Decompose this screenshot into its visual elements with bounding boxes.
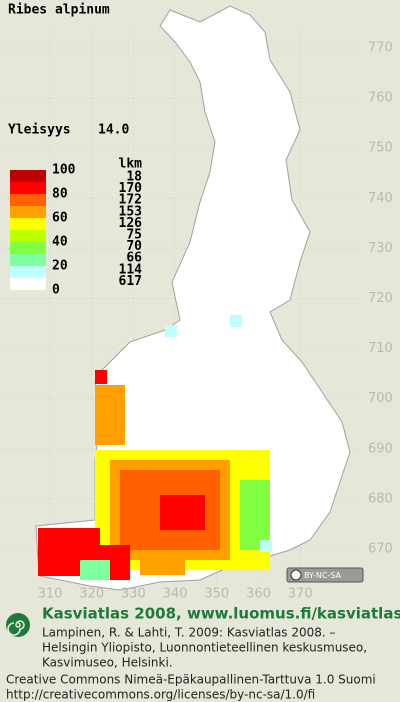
distribution-cells bbox=[38, 315, 272, 580]
legend-count: 170 bbox=[119, 181, 143, 196]
easting-label: 350 bbox=[204, 587, 229, 602]
count-header: lkm bbox=[119, 157, 143, 172]
legend-count: 172 bbox=[119, 193, 142, 208]
citation-line: Lampinen, R. & Lahti, T. 2009: Kasviatla… bbox=[42, 626, 336, 640]
cells bbox=[95, 370, 107, 384]
easting-label: 330 bbox=[121, 587, 146, 602]
northing-label: 710 bbox=[368, 341, 393, 356]
northing-label: 670 bbox=[368, 542, 393, 557]
northing-label: 770 bbox=[368, 41, 393, 56]
cells bbox=[160, 495, 205, 530]
citation-line: Kasvimuseo, Helsinki. bbox=[42, 656, 173, 670]
cells bbox=[165, 325, 177, 337]
northing-label: 740 bbox=[368, 191, 393, 206]
easting-label: 310 bbox=[38, 587, 63, 602]
species-title: Ribes alpinum bbox=[8, 3, 110, 18]
northing-label: 750 bbox=[368, 141, 393, 156]
cc-icon bbox=[290, 569, 302, 581]
citation-line: Helsingin Yliopisto, Luonnontieteellinen… bbox=[42, 641, 367, 655]
logo bbox=[6, 613, 30, 637]
cells bbox=[260, 540, 272, 552]
footer-heading: Kasviatlas 2008, www.luomus.fi/kasviatla… bbox=[42, 605, 400, 623]
legend-swatch bbox=[10, 254, 46, 266]
northing-label: 730 bbox=[368, 241, 393, 256]
badge-text: BY-NC-SA bbox=[304, 571, 342, 580]
northing-label: 690 bbox=[368, 441, 393, 456]
easting-label: 370 bbox=[288, 587, 313, 602]
legend-swatch bbox=[10, 170, 46, 182]
cells bbox=[95, 385, 125, 445]
license-line: http://creativecommons.org/licenses/by-n… bbox=[6, 688, 315, 702]
legend-swatch bbox=[10, 278, 46, 290]
logo-spiral bbox=[7, 620, 25, 636]
easting-label: 340 bbox=[163, 587, 188, 602]
legend-count: 70 bbox=[126, 239, 142, 254]
legend-swatch bbox=[10, 194, 46, 206]
legend-count: 153 bbox=[119, 204, 142, 219]
logo-circle bbox=[6, 613, 30, 637]
legend-scale-label: 80 bbox=[52, 187, 68, 202]
legend-scale-label: 20 bbox=[52, 259, 68, 274]
legend-count: 617 bbox=[119, 274, 142, 289]
northing-label: 720 bbox=[368, 291, 393, 306]
frequency-value: 14.0 bbox=[98, 123, 129, 138]
northing-label: 760 bbox=[368, 91, 393, 106]
legend-swatch bbox=[10, 206, 46, 218]
cells bbox=[80, 560, 110, 580]
legend-swatch bbox=[10, 266, 46, 278]
easting-label: 360 bbox=[246, 587, 271, 602]
cells bbox=[140, 555, 185, 575]
legend-scale-label: 60 bbox=[52, 211, 68, 226]
legend-swatch bbox=[10, 230, 46, 242]
legend-scale-label: 40 bbox=[52, 235, 68, 250]
cells bbox=[230, 315, 242, 327]
license-line: Creative Commons Nimeä-Epäkaupallinen-Ta… bbox=[6, 673, 376, 687]
legend-count: 75 bbox=[126, 228, 142, 243]
easting-label: 320 bbox=[79, 587, 104, 602]
legend-swatch bbox=[10, 242, 46, 254]
frequency-label: Yleisyys bbox=[8, 123, 71, 138]
northing-label: 700 bbox=[368, 391, 393, 406]
legend-scale-label: 0 bbox=[52, 283, 60, 298]
cells bbox=[240, 480, 270, 550]
legend-swatch bbox=[10, 182, 46, 194]
northing-label: 680 bbox=[368, 491, 393, 506]
legend-count: 18 bbox=[126, 170, 142, 185]
legend-count: 126 bbox=[119, 216, 143, 231]
legend-swatch bbox=[10, 218, 46, 230]
legend-count: 66 bbox=[126, 251, 142, 266]
cc-badge: BY-NC-SA bbox=[286, 567, 364, 583]
badge-box bbox=[286, 567, 364, 583]
legend-scale-label: 100 bbox=[52, 163, 76, 178]
legend-count: 114 bbox=[119, 262, 143, 277]
